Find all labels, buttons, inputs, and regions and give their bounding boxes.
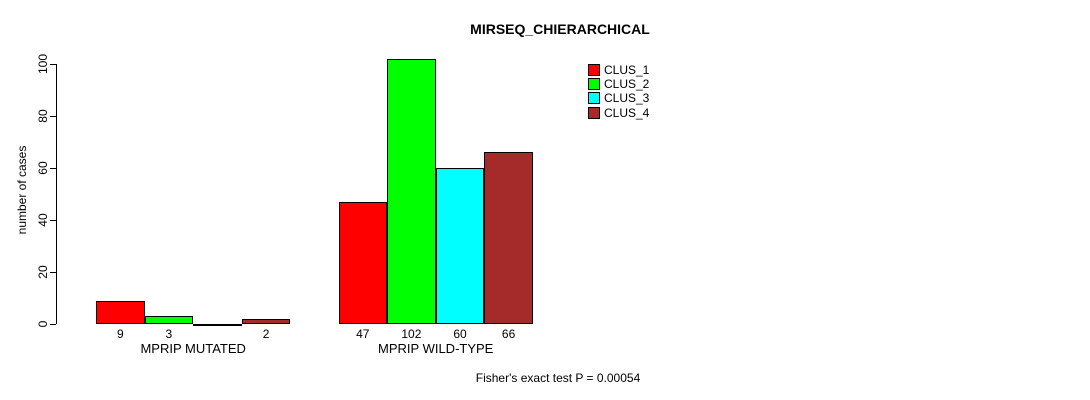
chart-title: MIRSEQ_CHIERARCHICAL <box>470 21 650 37</box>
y-tick-label: 80 <box>36 109 50 123</box>
bar-value-label: 47 <box>356 327 370 341</box>
legend-label-clus_4: CLUS_4 <box>604 105 650 120</box>
bar-value-label: 9 <box>116 327 124 341</box>
legend-swatch-clus_2 <box>588 78 600 91</box>
bar-clus_4-mutated <box>241 318 291 324</box>
y-tick-mark <box>50 272 56 273</box>
legend-label-clus_2: CLUS_2 <box>604 77 650 92</box>
bar-clus_1-mutated <box>96 300 145 324</box>
bar-value-label: 3 <box>165 327 173 341</box>
y-tick-mark <box>50 324 56 325</box>
y-tick-mark <box>50 116 56 117</box>
bar-clus_4-wild-type <box>484 152 533 324</box>
y-tick-label: 20 <box>36 265 50 279</box>
y-tick-mark <box>50 64 56 65</box>
legend-swatch-clus_4 <box>588 106 600 119</box>
group-label: MPRIP MUTATED <box>140 341 246 356</box>
y-tick-label: 40 <box>36 213 50 227</box>
y-tick-label: 100 <box>36 53 50 75</box>
y-tick-mark <box>50 220 56 221</box>
y-tick-mark <box>50 168 56 169</box>
bar-clus_2-mutated <box>144 316 194 324</box>
bar-clus_3-mutated <box>193 324 242 326</box>
y-axis-line <box>56 64 57 324</box>
legend-swatch-clus_3 <box>588 92 600 105</box>
y-tick-label: 0 <box>36 320 50 328</box>
fisher-test-note: Fisher's exact test P = 0.00054 <box>475 371 641 385</box>
bar-value-label: 102 <box>401 327 422 341</box>
bar-value-label: 2 <box>262 327 270 341</box>
bar-clus_2-wild-type <box>387 58 436 324</box>
bar-clus_3-wild-type <box>435 168 485 324</box>
y-axis-label: number of cases <box>15 145 29 235</box>
bar-value-label: 66 <box>501 327 516 341</box>
legend-label-clus_3: CLUS_3 <box>604 91 650 106</box>
y-tick-label: 60 <box>36 161 50 175</box>
group-label: MPRIP WILD-TYPE <box>378 341 494 356</box>
legend-swatch-clus_1 <box>588 64 600 76</box>
bar-value-label: 60 <box>453 327 467 341</box>
legend-label-clus_1: CLUS_1 <box>604 63 650 77</box>
bar-clus_1-wild-type <box>338 201 388 324</box>
